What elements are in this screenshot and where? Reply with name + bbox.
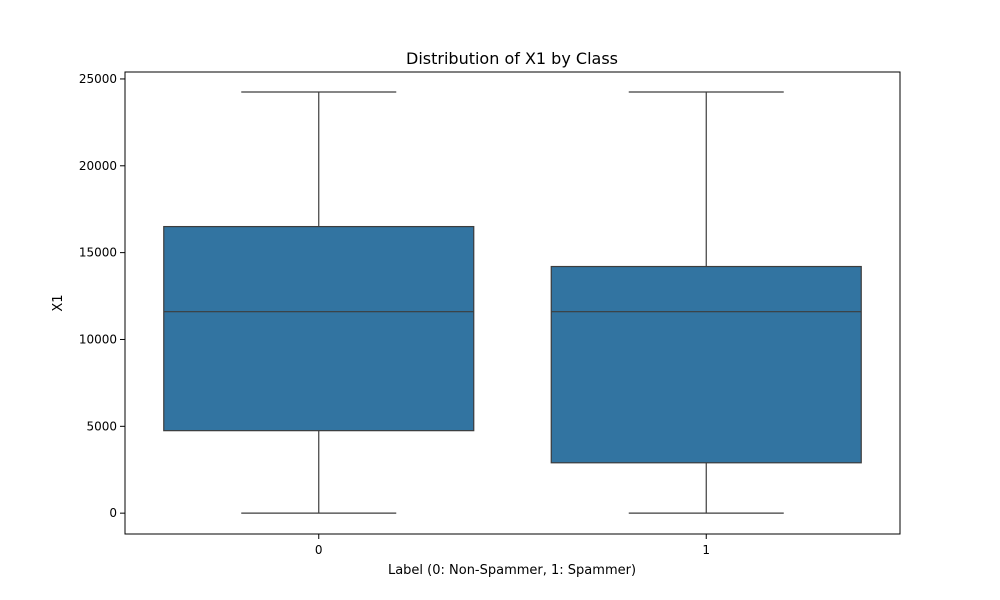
y-axis: 0 5000 10000 15000 20000 25000 <box>79 72 125 520</box>
y-tick-label: 25000 <box>79 72 117 86</box>
box-group-1 <box>550 91 862 514</box>
y-tick-label: 15000 <box>79 246 117 260</box>
y-tick-label: 5000 <box>86 419 117 433</box>
chart-title: Distribution of X1 by Class <box>406 49 618 68</box>
x-axis-label: Label (0: Non-Spammer, 1: Spammer) <box>388 563 636 578</box>
box-group-0 <box>163 91 475 514</box>
plot-frame <box>124 71 901 535</box>
boxes-layer <box>163 91 862 514</box>
iqr-box <box>550 265 862 464</box>
x-tick-label: 1 <box>702 543 710 557</box>
x-tick-label: 0 <box>315 543 323 557</box>
y-tick-label: 20000 <box>79 159 117 173</box>
y-tick-label: 10000 <box>79 332 117 346</box>
iqr-box <box>163 225 475 432</box>
y-axis-label: X1 <box>51 294 66 311</box>
y-tick-label: 0 <box>109 506 117 520</box>
